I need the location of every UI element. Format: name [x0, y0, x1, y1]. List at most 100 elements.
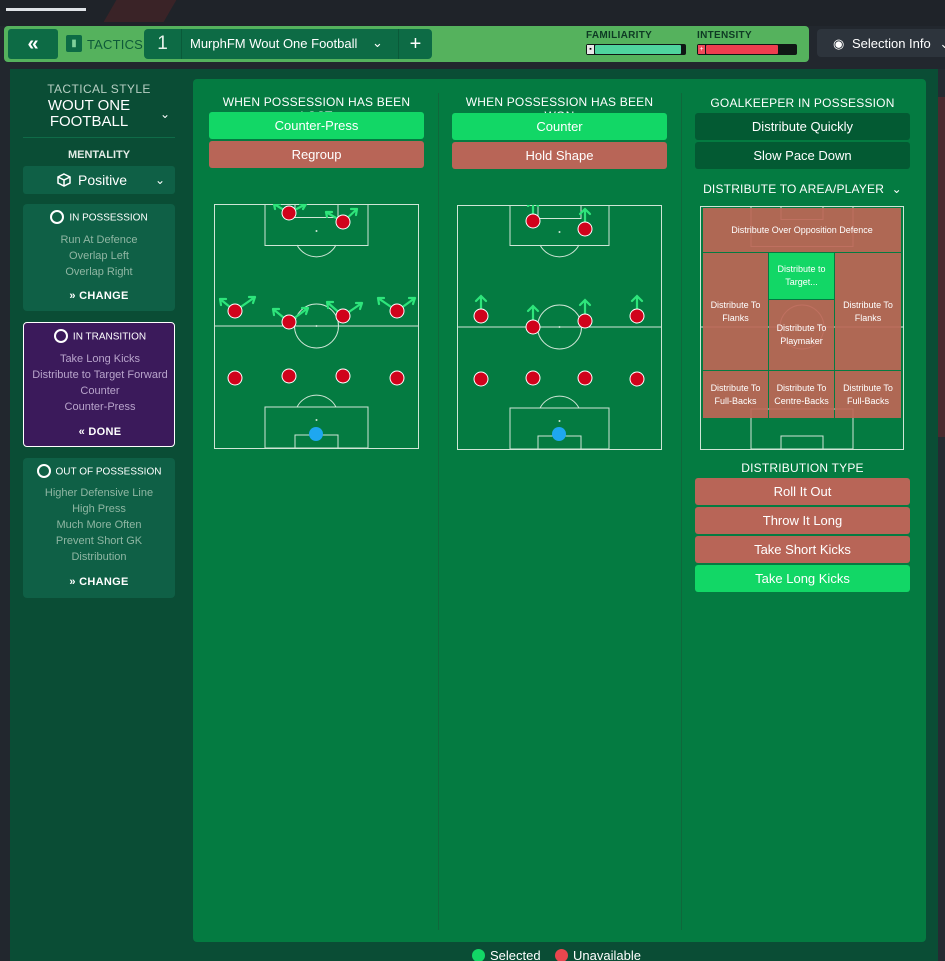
- zone-flanks-left[interactable]: Distribute To Flanks: [703, 253, 768, 370]
- tactical-style-title: TACTICAL STYLE: [47, 82, 151, 96]
- zone-target-forward[interactable]: Distribute to Target...: [769, 253, 834, 299]
- player-marker: [281, 205, 297, 221]
- mentality-cube-icon: [57, 173, 71, 187]
- player-marker: [577, 313, 593, 329]
- out-of-possession-title: OUT OF POSSESSION: [55, 466, 162, 478]
- tactics-icon: ▮: [66, 35, 82, 52]
- regroup-option[interactable]: Regroup: [209, 141, 424, 168]
- player-marker: [389, 370, 405, 386]
- zone-flanks-left-label: Distribute To Flanks: [710, 299, 761, 323]
- intensity-track: +: [697, 44, 797, 55]
- legend-selected: Selected: [472, 948, 541, 961]
- in-transition-heading: IN TRANSITION: [24, 329, 176, 344]
- player-marker: [577, 370, 593, 386]
- in-possession-card[interactable]: IN POSSESSION Run At Defence Overlap Lef…: [23, 204, 175, 311]
- legend-unavailable: Unavailable: [555, 948, 641, 961]
- player-marker: [525, 319, 541, 335]
- double-chevron-left-icon: «: [78, 426, 86, 438]
- familiarity-icon: ▪: [587, 45, 594, 54]
- mentality-dropdown[interactable]: Positive ⌄: [23, 166, 175, 194]
- out-of-possession-line: Higher Defensive Line: [44, 487, 154, 499]
- in-transition-title: IN TRANSITION: [72, 331, 147, 343]
- tactics-bar: « ▮ TACTICS 1 MurphFM Wout One Football …: [4, 26, 809, 62]
- zone-flanks-right-label: Distribute To Flanks: [843, 299, 893, 323]
- ball-icon: [50, 210, 65, 224]
- double-chevron-left-icon: «: [27, 32, 39, 55]
- selection-info-button[interactable]: ◉ Selection Info ⌄: [817, 29, 945, 57]
- in-possession-line: Overlap Right: [65, 266, 133, 278]
- player-marker: [281, 314, 297, 330]
- player-marker: [525, 213, 541, 229]
- goalkeeper-title: GOALKEEPER IN POSSESSION: [710, 96, 895, 110]
- in-possession-line: Overlap Left: [69, 250, 129, 262]
- counter-option[interactable]: Counter: [452, 113, 667, 140]
- selection-info-label: Selection Info: [851, 36, 931, 51]
- add-tactic-button[interactable]: +: [398, 29, 432, 59]
- player-marker: [629, 308, 645, 324]
- legend-unavailable-label: Unavailable: [573, 948, 641, 961]
- zone-flanks-right[interactable]: Distribute To Flanks: [835, 253, 901, 370]
- out-of-possession-change-label: CHANGE: [79, 576, 129, 588]
- player-marker: [629, 371, 645, 387]
- in-transition-card[interactable]: IN TRANSITION Take Long Kicks Distribute…: [23, 322, 175, 447]
- out-of-possession-line: Much More Often: [56, 519, 142, 531]
- player-marker: [525, 370, 541, 386]
- intensity-icon: +: [698, 45, 705, 54]
- in-transition-line: Counter: [80, 385, 120, 397]
- double-chevron-right-icon: »: [69, 576, 76, 588]
- hold-shape-option[interactable]: Hold Shape: [452, 142, 667, 169]
- tactical-style-name[interactable]: WOUT ONE FOOTBALL: [47, 97, 131, 130]
- take-short-kicks-option[interactable]: Take Short Kicks: [695, 536, 910, 563]
- roll-it-out-option[interactable]: Roll It Out: [695, 478, 910, 505]
- legend-selected-label: Selected: [490, 948, 541, 961]
- player-marker: [281, 368, 297, 384]
- tactic-slot-number[interactable]: 1: [144, 29, 182, 59]
- zone-opposition-defence[interactable]: Distribute Over Opposition Defence: [703, 208, 901, 252]
- in-possession-change-button[interactable]: » CHANGE: [23, 290, 175, 302]
- in-transition-line: Counter-Press: [64, 401, 136, 413]
- familiarity-meter[interactable]: FAMILIARITY ▪: [586, 30, 686, 55]
- zone-centrebacks-label: Distribute To Centre-Backs: [774, 382, 829, 406]
- player-marker: [335, 214, 351, 230]
- take-long-kicks-option[interactable]: Take Long Kicks: [695, 565, 910, 592]
- transition-icon: [53, 329, 68, 343]
- chevron-down-icon[interactable]: ⌄: [372, 35, 383, 50]
- active-tab-indicator: [6, 8, 86, 11]
- intensity-meter[interactable]: INTENSITY +: [697, 30, 797, 55]
- out-of-possession-line: Distribution: [71, 551, 127, 563]
- in-transition-done-button[interactable]: « DONE: [24, 426, 176, 438]
- out-of-possession-line: Prevent Short GK: [55, 535, 143, 547]
- zone-playmaker[interactable]: Distribute To Playmaker: [769, 300, 834, 370]
- zone-centrebacks[interactable]: Distribute To Centre-Backs: [769, 371, 834, 418]
- eye-icon: ◉: [833, 36, 845, 51]
- zone-fullbacks-left[interactable]: Distribute To Full-Backs: [703, 371, 768, 418]
- unavailable-dot-icon: [555, 949, 568, 961]
- tactic-name[interactable]: MurphFM Wout One Football: [190, 36, 358, 51]
- zone-target-forward-label: Distribute to Target...: [777, 264, 826, 287]
- tactic-selector[interactable]: 1 MurphFM Wout One Football ⌄ +: [144, 29, 432, 59]
- distribution-area-map: Distribute Over Opposition Defence Distr…: [700, 206, 904, 450]
- zone-fullbacks-right[interactable]: Distribute To Full-Backs: [835, 371, 901, 418]
- double-chevron-right-icon: »: [69, 290, 76, 302]
- in-transition-line: Take Long Kicks: [59, 353, 141, 365]
- familiarity-label: FAMILIARITY: [586, 30, 653, 41]
- distribute-quickly-option[interactable]: Distribute Quickly: [695, 113, 910, 140]
- out-of-possession-change-button[interactable]: » CHANGE: [23, 576, 175, 588]
- out-of-possession-heading: OUT OF POSSESSION: [23, 464, 175, 479]
- counter-press-option[interactable]: Counter-Press: [209, 112, 424, 139]
- right-edge-panel: [938, 69, 945, 961]
- chevron-down-icon[interactable]: ⌄: [160, 107, 171, 121]
- zone-fullbacks-right-label: Distribute To Full-Backs: [843, 382, 893, 406]
- slow-pace-down-option[interactable]: Slow Pace Down: [695, 142, 910, 169]
- player-marker: [473, 371, 489, 387]
- window-top-strip: [0, 0, 945, 26]
- chevron-down-icon: ⌄: [939, 36, 945, 51]
- throw-it-long-option[interactable]: Throw It Long: [695, 507, 910, 534]
- back-button[interactable]: «: [8, 29, 58, 59]
- in-possession-title: IN POSSESSION: [69, 212, 148, 224]
- out-of-possession-card[interactable]: OUT OF POSSESSION Higher Defensive Line …: [23, 458, 175, 598]
- distribute-area-dropdown[interactable]: DISTRIBUTE TO AREA/PLAYER ⌄: [695, 182, 910, 196]
- familiarity-fill: [595, 45, 681, 54]
- distribution-type-title: DISTRIBUTION TYPE: [741, 461, 864, 475]
- player-marker: [577, 221, 593, 237]
